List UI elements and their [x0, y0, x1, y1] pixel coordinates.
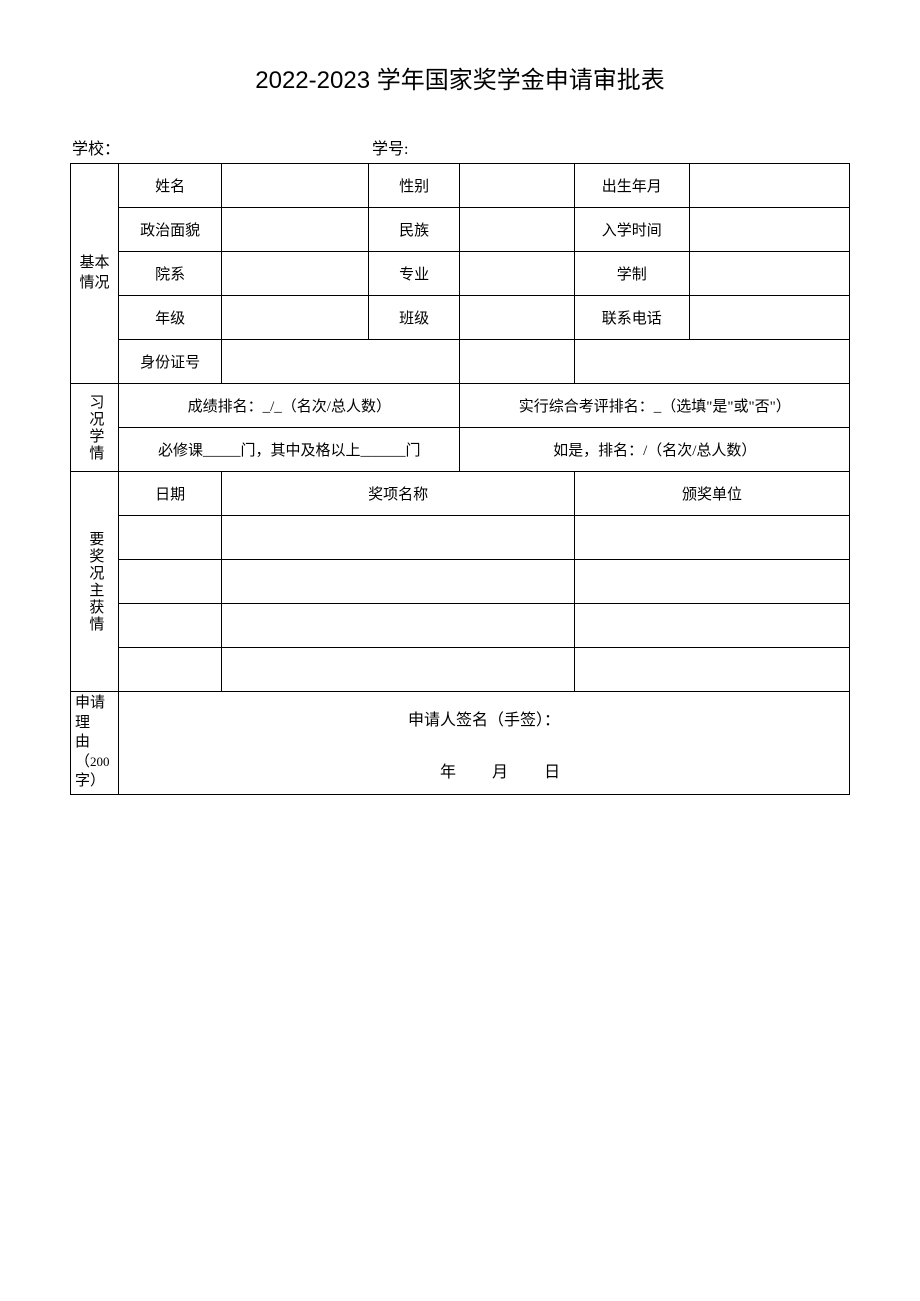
year-label: 年	[440, 764, 456, 781]
section-basic: 基本情况	[71, 164, 119, 384]
label-ifyes: 如是，排名：/（名次/总人数）	[460, 428, 850, 472]
reason-l4: 字）	[75, 773, 105, 789]
page-title: 2022-2023 学年国家奖学金申请审批表	[70, 60, 850, 95]
value-enroll[interactable]	[689, 208, 849, 252]
label-phone: 联系电话	[575, 296, 690, 340]
award-org-3[interactable]	[575, 604, 850, 648]
reason-l3: 200	[90, 754, 110, 769]
awards-header-date: 日期	[119, 472, 222, 516]
label-name: 姓名	[119, 164, 222, 208]
reason-cell[interactable]: 申请人签名（手签）： 年 月 日	[119, 692, 850, 795]
award-name-4[interactable]	[222, 648, 575, 692]
value-duration[interactable]	[689, 252, 849, 296]
school-label: 学校：	[72, 135, 372, 159]
award-date-4[interactable]	[119, 648, 222, 692]
month-label: 月	[492, 764, 508, 781]
awards-header-name: 奖项名称	[222, 472, 575, 516]
value-idcard-3[interactable]	[575, 340, 850, 384]
value-idcard-1[interactable]	[222, 340, 460, 384]
value-major[interactable]	[460, 252, 575, 296]
value-phone[interactable]	[689, 296, 849, 340]
header-line: 学校： 学号:	[70, 135, 850, 159]
award-date-3[interactable]	[119, 604, 222, 648]
label-required: 必修课_____门，其中及格以上______门	[119, 428, 460, 472]
value-name[interactable]	[222, 164, 369, 208]
award-date-2[interactable]	[119, 560, 222, 604]
label-enroll: 入学时间	[575, 208, 690, 252]
label-dept: 院系	[119, 252, 222, 296]
awards-header-org: 颁奖单位	[575, 472, 850, 516]
section-awards: 要奖况主获情	[71, 472, 119, 692]
label-major: 专业	[368, 252, 460, 296]
award-org-4[interactable]	[575, 648, 850, 692]
award-name-2[interactable]	[222, 560, 575, 604]
label-ethnicity: 民族	[368, 208, 460, 252]
value-ethnicity[interactable]	[460, 208, 575, 252]
label-eval: 实行综合考评排名：_（选填"是"或"否"）	[460, 384, 850, 428]
day-label: 日	[544, 764, 560, 781]
award-name-1[interactable]	[222, 516, 575, 560]
value-political[interactable]	[222, 208, 369, 252]
date-line: 年 月 日	[119, 758, 849, 782]
award-name-3[interactable]	[222, 604, 575, 648]
section-reason: 申请理 由（200 字）	[71, 692, 119, 795]
value-class[interactable]	[460, 296, 575, 340]
value-grade[interactable]	[222, 296, 369, 340]
label-gender: 性别	[368, 164, 460, 208]
label-rank: 成绩排名：_/_（名次/总人数）	[119, 384, 460, 428]
award-date-1[interactable]	[119, 516, 222, 560]
label-idcard: 身份证号	[119, 340, 222, 384]
id-label: 学号:	[372, 135, 848, 159]
signature-label: 申请人签名（手签）：	[119, 706, 849, 730]
label-duration: 学制	[575, 252, 690, 296]
reason-l1: 申请理	[75, 695, 105, 731]
reason-footer: 申请人签名（手签）： 年 月 日	[119, 706, 849, 782]
reason-l2: 由（	[75, 734, 90, 770]
section-study: 习况学情	[71, 384, 119, 472]
award-org-2[interactable]	[575, 560, 850, 604]
label-political: 政治面貌	[119, 208, 222, 252]
label-grade: 年级	[119, 296, 222, 340]
value-dept[interactable]	[222, 252, 369, 296]
value-idcard-2[interactable]	[460, 340, 575, 384]
value-gender[interactable]	[460, 164, 575, 208]
value-birth[interactable]	[689, 164, 849, 208]
award-org-1[interactable]	[575, 516, 850, 560]
application-form: 基本情况 姓名 性别 出生年月 政治面貌 民族 入学时间 院系 专业 学制 年级…	[70, 163, 850, 795]
label-birth: 出生年月	[575, 164, 690, 208]
label-class: 班级	[368, 296, 460, 340]
